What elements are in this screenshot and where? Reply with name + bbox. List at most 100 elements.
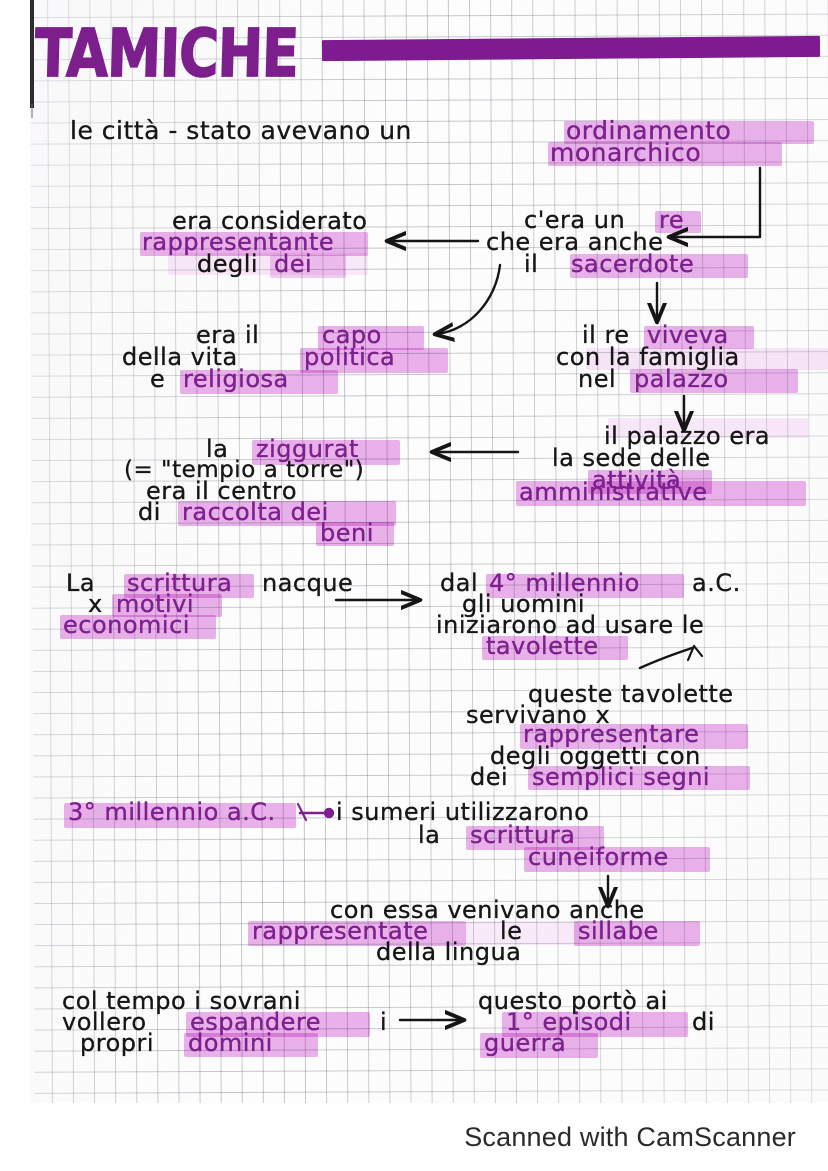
- highlight-guerra: [480, 1033, 598, 1058]
- ziggurat-line5-highlighted: beni: [320, 519, 374, 547]
- war-right-line1: questo portò ai: [478, 987, 668, 1015]
- highlight-famiglia-band: [586, 348, 828, 370]
- war-right-line2-highlighted: 1° episodi: [506, 1008, 632, 1036]
- palace-line2: con la famiglia: [556, 343, 740, 371]
- tablets-line1: queste tavolette: [528, 680, 734, 708]
- war-left-line2-plain: vollero: [62, 1008, 147, 1036]
- cuneiform-line2-plain: la: [418, 821, 441, 849]
- king-left-line1: era considerato: [172, 207, 368, 235]
- palace-line3-highlighted: palazzo: [634, 365, 729, 393]
- war-left-line3-highlighted: domini: [188, 1029, 273, 1057]
- king-right-line3-highlighted: sacerdote: [571, 250, 695, 278]
- tablets-line5-highlighted: semplici segni: [532, 763, 711, 791]
- highlight-sillabe: [574, 921, 700, 946]
- admin-line3-highlighted: attività: [592, 466, 682, 494]
- highlight-sacerdote: [570, 254, 748, 278]
- palace-line1-highlighted: viveva: [647, 321, 729, 349]
- writing-right-line4-highlighted: tavolette: [486, 632, 599, 660]
- ziggurat-line4-highlighted: raccolta dei: [182, 498, 329, 526]
- tablets-line3-highlighted: rappresentare: [523, 720, 700, 748]
- palace-line1-plain: il re: [582, 321, 630, 349]
- writing-right-line1-plain: dal: [440, 569, 479, 597]
- highlight-cuneiforme: [524, 847, 710, 872]
- highlight-domini: [184, 1033, 318, 1057]
- ziggurat-line1-plain: la: [206, 435, 229, 463]
- footer-bar: [0, 1112, 828, 1171]
- highlight-raccolta: [178, 501, 396, 526]
- writing-line2-highlighted: motivi: [116, 590, 195, 618]
- tablets-line2: servivano x: [466, 701, 611, 729]
- ziggurat-line2: (= "tempio a torre"): [124, 457, 365, 483]
- camscanner-watermark: Scanned with CamScanner: [464, 1122, 796, 1152]
- highlight-monarchico: [548, 142, 782, 166]
- politics-line1-plain: era il: [196, 321, 260, 349]
- cuneiform-line1-plain: i sumeri utilizzarono: [336, 798, 590, 826]
- ziggurat-line4-plain: di: [138, 498, 161, 526]
- highlight-capo: [318, 326, 424, 350]
- writing-line3-highlighted: economici: [63, 611, 190, 639]
- king-right-line2: che era anche: [486, 228, 664, 256]
- highlight-palazzo: [630, 369, 798, 393]
- syllables-line2-highlighted-b: sillabe: [578, 917, 659, 945]
- syllables-line2-plain: le: [500, 917, 523, 945]
- politics-line2-highlighted: politica: [304, 343, 396, 371]
- page-title: TAMICHE: [33, 14, 300, 92]
- king-left-line3-highlighted: dei: [274, 250, 313, 278]
- writing-line1-highlighted: scrittura: [127, 569, 233, 597]
- politics-line3-plain: e: [150, 365, 166, 393]
- palace-line3-plain: nel: [578, 365, 617, 393]
- highlight-semplici-segni: [528, 766, 750, 790]
- ziggurat-line1-highlighted: ziggurat: [256, 435, 359, 463]
- highlight-palazzo-band: [608, 418, 808, 438]
- war-right-line3-highlighted: guerra: [484, 1029, 567, 1057]
- war-right-line2-plain: di: [692, 1008, 715, 1036]
- syllables-line1: con essa venivano anche: [330, 896, 645, 924]
- cuneiform-line1-highlighted: 3° millennio a.C.: [68, 798, 276, 826]
- tablets-line5-plain: dei: [470, 763, 509, 791]
- king-right-line3-plain: il: [524, 250, 539, 278]
- writing-line1-plain-b: nacque: [262, 569, 354, 597]
- highlight-ziggurat: [252, 440, 400, 465]
- highlight-ordinamento: [564, 121, 814, 144]
- syllables-line2-highlighted-a: rappresentate: [252, 917, 429, 945]
- writing-right-line3: iniziarono ad usare le: [436, 611, 705, 639]
- war-left-line3-plain: propri: [80, 1029, 155, 1057]
- highlight-beni: [316, 522, 394, 546]
- highlight-scrittura-2: [466, 826, 604, 850]
- highlight-viveva: [644, 326, 754, 349]
- binding-edge: [30, 0, 34, 108]
- title-underline-bar: [321, 35, 821, 62]
- highlight-politica: [300, 348, 448, 373]
- writing-line1-plain-a: La: [66, 569, 96, 597]
- intro-line1-plain: le città - stato avevano un: [70, 116, 412, 145]
- highlight-1-episodi: [502, 1012, 688, 1037]
- war-left-line2-highlighted: espandere: [190, 1008, 322, 1036]
- highlight-sillabe-band: [466, 921, 578, 945]
- highlight-rappresentante: [140, 232, 368, 256]
- binding-edge-lower: [31, 104, 33, 118]
- highlight-tavolette: [482, 636, 628, 660]
- intro-line1-highlighted: ordinamento: [566, 116, 732, 145]
- highlight-rappresentate: [248, 921, 466, 946]
- king-left-line3-plain: degli: [197, 250, 259, 278]
- politics-line1-highlighted: capo: [322, 321, 382, 349]
- highlight-economici: [60, 615, 216, 639]
- cuneiform-line3-highlighted: cuneiforme: [528, 843, 669, 871]
- cuneiform-line2-highlighted: scrittura: [470, 821, 576, 849]
- highlight-religiosa: [180, 370, 338, 394]
- highlight-motivi: [112, 594, 222, 617]
- king-left-line2: rappresentante: [142, 228, 335, 256]
- war-left-line2-plain-b: i: [380, 1008, 388, 1036]
- highlight-considerato-band: [168, 253, 368, 275]
- writing-right-line2: gli uomini: [462, 590, 586, 618]
- politics-line3-highlighted: religiosa: [183, 365, 289, 393]
- admin-line2: la sede delle: [552, 444, 711, 472]
- tablets-line4: degli oggetti con: [490, 742, 701, 770]
- king-right-line1-plain: c'era un: [524, 206, 626, 234]
- highlight-espandere: [186, 1012, 370, 1037]
- writing-line2-plain: x: [88, 590, 103, 618]
- highlight-rappresentare: [520, 724, 748, 749]
- politics-line2-plain: della vita: [122, 343, 238, 371]
- war-left-line1: col tempo i sovrani: [62, 987, 301, 1015]
